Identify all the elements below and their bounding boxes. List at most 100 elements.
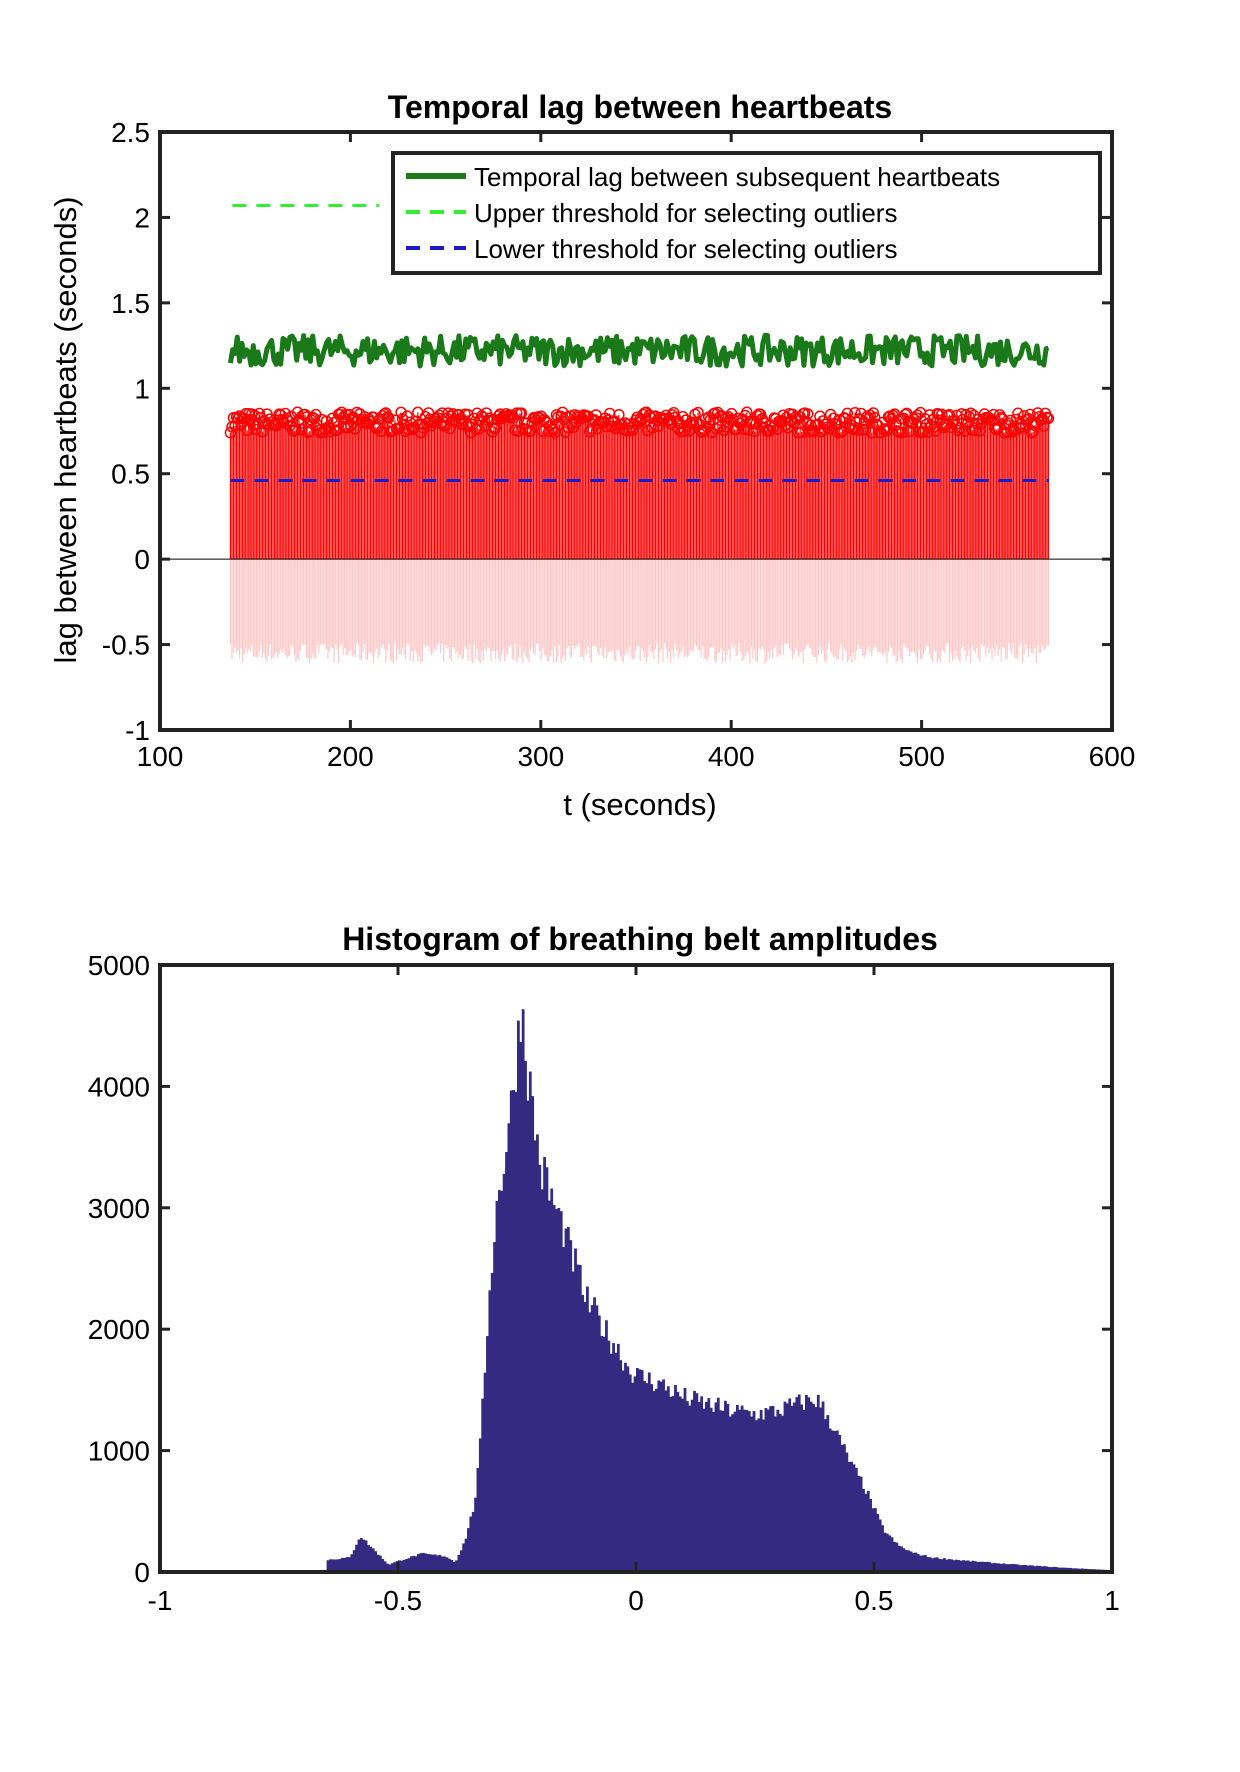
histogram-bar <box>412 1555 416 1572</box>
histogram-bar <box>547 1200 551 1572</box>
histogram-bar <box>647 1372 651 1572</box>
histogram-bar <box>338 1559 342 1572</box>
histogram-bar <box>545 1167 549 1572</box>
chart1-stem-markers <box>224 406 1055 439</box>
histogram-bar <box>1021 1564 1025 1572</box>
histogram-bar <box>431 1554 435 1572</box>
histogram-bar <box>966 1560 970 1572</box>
histogram-bar <box>605 1320 608 1572</box>
histogram-bar <box>719 1410 723 1572</box>
histogram-bar <box>1000 1564 1003 1572</box>
stem-marker <box>684 418 697 430</box>
x-tick-label: 0.5 <box>855 1585 894 1616</box>
histogram-bar <box>1040 1566 1044 1572</box>
histogram-bar <box>838 1434 842 1572</box>
histogram-bar <box>674 1385 677 1572</box>
histogram-bar <box>1059 1567 1063 1572</box>
stem-marker <box>229 420 241 432</box>
histogram-bar <box>685 1401 689 1572</box>
histogram-bar <box>638 1369 642 1572</box>
chart1-plot-area <box>160 203 1112 664</box>
histogram-bar <box>1014 1564 1018 1572</box>
stem-marker <box>543 425 555 438</box>
histogram-bar <box>752 1411 756 1572</box>
stem-marker <box>524 425 537 437</box>
stem-marker <box>859 423 872 436</box>
histogram-bar <box>609 1353 613 1572</box>
histogram-bar <box>869 1498 873 1572</box>
y-tick-label: 3000 <box>88 1193 150 1224</box>
histogram-bar <box>564 1228 568 1572</box>
stem-marker <box>250 423 263 436</box>
stem-marker <box>291 406 304 419</box>
histogram-bar <box>947 1559 951 1572</box>
stem-marker <box>936 408 948 421</box>
histogram-bar <box>552 1204 556 1572</box>
histogram-bar <box>500 1190 504 1572</box>
stem-marker <box>801 408 814 420</box>
histogram-bar <box>750 1416 754 1572</box>
histogram-bar <box>950 1559 953 1572</box>
histogram-bar <box>326 1560 330 1572</box>
histogram-bar <box>728 1416 732 1572</box>
histogram-bar <box>367 1545 370 1572</box>
stem-marker <box>340 408 352 421</box>
histogram-bar <box>1007 1564 1011 1572</box>
histogram-bar <box>400 1560 404 1572</box>
stem-marker <box>1004 414 1017 427</box>
histogram-bar <box>383 1561 387 1572</box>
histogram-bar <box>788 1398 792 1572</box>
histogram-bar <box>1019 1565 1022 1572</box>
histogram-bar <box>414 1556 418 1572</box>
stem-marker <box>626 424 639 436</box>
y-tick-label: -1 <box>125 715 150 746</box>
histogram-bar <box>455 1560 458 1572</box>
histogram-bar <box>745 1410 749 1572</box>
y-tick-label: 1.5 <box>111 288 150 319</box>
stem-marker <box>302 426 314 439</box>
histogram-bar <box>476 1467 480 1572</box>
histogram-bar <box>557 1207 561 1572</box>
y-tick-label: 2 <box>134 202 150 233</box>
histogram-bar <box>931 1558 934 1572</box>
histogram-bar <box>1016 1564 1020 1572</box>
histogram-bar <box>386 1563 389 1572</box>
histogram-bar <box>624 1362 627 1572</box>
stem-marker <box>987 408 1000 421</box>
stem-marker <box>377 410 389 422</box>
histogram-bar <box>1062 1567 1065 1572</box>
histogram-bar <box>1009 1564 1013 1572</box>
histogram-bar <box>450 1559 454 1572</box>
y-tick-label: 1 <box>134 373 150 404</box>
histogram-bar <box>566 1227 570 1572</box>
histogram-bar <box>693 1390 696 1572</box>
histogram-bar <box>688 1405 692 1572</box>
histogram-bar <box>536 1134 539 1572</box>
stem-marker <box>401 410 413 422</box>
histogram-bar <box>933 1557 937 1572</box>
histogram-bar <box>616 1343 620 1572</box>
stem-marker <box>303 425 316 437</box>
stem-marker <box>288 425 301 437</box>
chart1-title: Temporal lag between heartbeats <box>388 89 892 125</box>
histogram-bar <box>505 1151 508 1572</box>
stem-marker <box>296 424 308 436</box>
histogram-bar <box>681 1398 684 1572</box>
histogram-bar <box>343 1557 347 1572</box>
histogram-bar <box>790 1405 794 1572</box>
histogram-bar <box>390 1563 394 1572</box>
heartbeat-lag-series-line <box>227 332 1050 369</box>
histogram-bar <box>724 1400 727 1572</box>
histogram-bar <box>555 1208 558 1572</box>
histogram-bar <box>928 1557 932 1572</box>
histogram-bar <box>735 1404 739 1572</box>
histogram-bar <box>793 1402 796 1572</box>
y-tick-label: 2000 <box>88 1314 150 1345</box>
histogram-bar <box>821 1401 825 1572</box>
histogram-bars <box>326 1009 1113 1572</box>
histogram-bar <box>569 1240 573 1572</box>
histogram-bar <box>1033 1566 1037 1572</box>
histogram-bar <box>488 1290 492 1572</box>
histogram-bar <box>467 1528 470 1572</box>
histogram-bar <box>709 1407 713 1572</box>
